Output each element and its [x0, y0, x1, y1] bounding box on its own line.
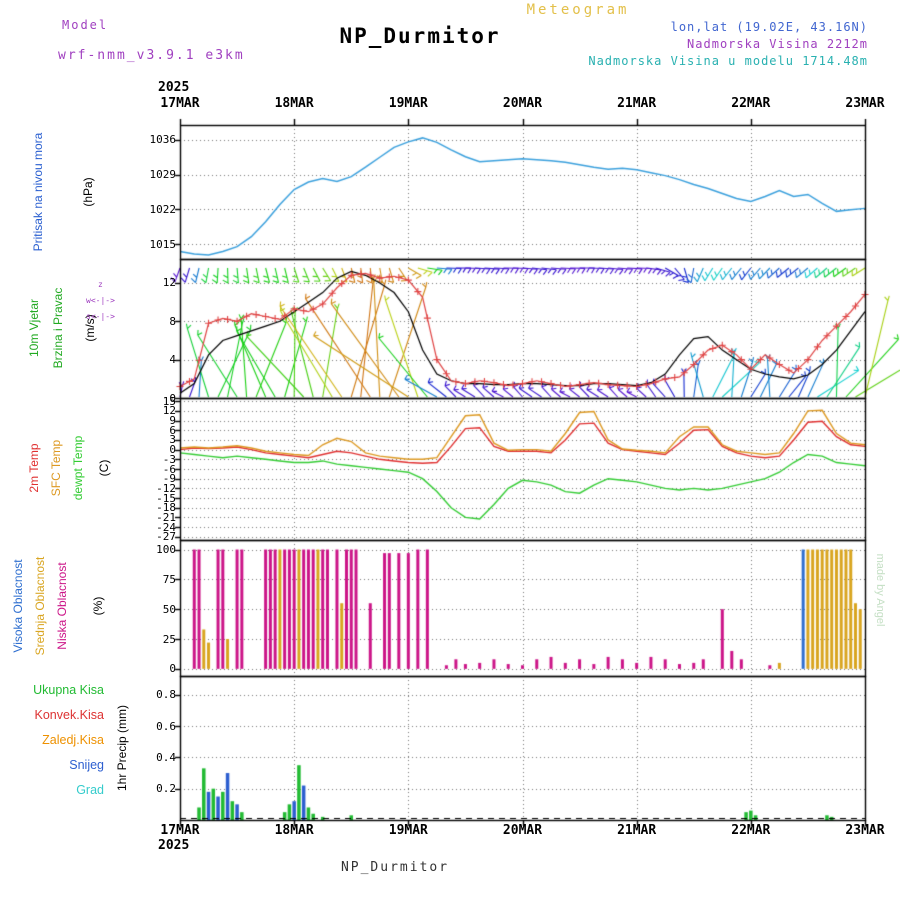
y-tick-label: 0: [169, 391, 176, 405]
y-tick-label: 0.4: [156, 750, 176, 764]
model-label: Model: [62, 18, 109, 32]
y-tick-label: 0.2: [156, 782, 176, 796]
precip-snow-label: Snijeg: [69, 758, 104, 772]
temp-2m-label: 2m Temp: [27, 443, 41, 493]
x-date-label-top: 17MAR: [160, 96, 200, 111]
y-tick-label: 0: [169, 443, 176, 457]
cloud-low-label: Niska Oblacnost: [55, 562, 69, 650]
y-tick-label: 15: [162, 394, 176, 408]
x-date-label-top: 19MAR: [388, 96, 428, 111]
y-tick-label: 0.8: [156, 688, 176, 702]
temp-unit-label: (C): [97, 459, 111, 477]
y-tick-label: 1015: [149, 237, 177, 251]
y-tick-label: 1036: [149, 133, 177, 147]
x-date-label-bottom: 19MAR: [388, 823, 428, 838]
page-title: NP_Durmitor: [339, 24, 501, 48]
cloud-high-label: Visoka Oblacnost: [11, 559, 25, 653]
y-tick-label: 75: [162, 572, 176, 586]
y-tick-label: 0.6: [156, 719, 176, 733]
x-date-label-bottom: 20MAR: [502, 823, 543, 838]
model-elevation-label: Nadmorska Visina u modelu 1714.48m: [588, 54, 868, 68]
y-tick-label: 100: [156, 543, 176, 557]
y-tick-label: -24: [156, 520, 176, 534]
y-tick-label: 12: [162, 404, 176, 418]
precip-hail-label: Grad: [76, 783, 104, 797]
wind-compass-n: z: [98, 280, 103, 289]
precip-total-label: Ukupna Kisa: [33, 683, 104, 697]
year-label-top: 2025: [158, 80, 190, 95]
x-date-label-top: 21MAR: [617, 96, 657, 111]
y-tick-label: 4: [169, 353, 176, 367]
x-date-label-bottom: 22MAR: [731, 823, 771, 838]
y-tick-label: 1029: [149, 168, 177, 182]
y-tick-label: -6: [162, 462, 176, 476]
temp-dewpt-label: dewpt Temp: [71, 435, 85, 501]
y-tick-label: 0: [169, 662, 176, 676]
y-tick-label: -15: [156, 491, 176, 505]
elevation-label: Nadmorska Visina 2212m: [687, 37, 868, 51]
precip-conv-label: Konvek.Kisa: [34, 708, 104, 722]
y-tick-label: 1022: [149, 202, 177, 216]
wind-axis-label-1: 10m Vjetar: [27, 298, 41, 358]
wind-compass-we: w<-|->: [86, 296, 115, 305]
precip-freez-label: Zaledj.Kisa: [42, 733, 104, 747]
x-date-label-bottom: 21MAR: [617, 823, 657, 838]
precip-unit-label: 1hr Precip (mm): [115, 704, 129, 792]
y-tick-label: 25: [162, 632, 176, 646]
x-date-label-bottom: 17MAR: [160, 823, 200, 838]
meteogram-label: Meteogram: [526, 2, 630, 18]
year-label-bottom: 2025: [158, 838, 190, 853]
model-name: wrf-nmm_v3.9.1 e3km: [58, 48, 245, 63]
y-tick-label: -21: [156, 510, 176, 524]
watermark: made by Angel: [874, 553, 886, 627]
x-date-label-top: 23MAR: [845, 96, 885, 111]
y-tick-label: 12: [162, 276, 176, 290]
x-date-label-top: 20MAR: [502, 96, 543, 111]
x-date-label-top: 18MAR: [274, 96, 314, 111]
y-tick-label: -18: [156, 501, 176, 515]
pressure-unit-label: (hPa): [81, 177, 95, 207]
y-tick-label: 3: [169, 433, 176, 447]
temp-sfc-label: SFC Temp: [49, 439, 63, 497]
lonlat-label: lon,lat (19.02E, 43.16N): [670, 20, 868, 34]
y-tick-label: 50: [162, 602, 176, 616]
y-tick-label: -27: [156, 530, 176, 544]
wind-axis-label-2: Brzina i Pravac: [51, 287, 65, 369]
cloud-unit-label: (%): [91, 596, 105, 616]
y-tick-label: -9: [162, 472, 176, 486]
y-tick-label: 9: [169, 414, 176, 428]
y-tick-label: 8: [169, 314, 176, 328]
wind-compass-s: s<-|->: [86, 312, 115, 321]
x-date-label-top: 22MAR: [731, 96, 771, 111]
footer-title: NP_Durmitor: [340, 860, 450, 875]
y-tick-label: 6: [169, 423, 176, 437]
x-date-label-bottom: 18MAR: [274, 823, 314, 838]
cloud-mid-label: Srednja Oblacnost: [33, 556, 47, 656]
pressure-axis-label: Pritisak na nivou mora: [31, 132, 45, 252]
y-tick-label: -12: [156, 481, 176, 495]
x-date-label-bottom: 23MAR: [845, 823, 885, 838]
y-tick-label: -3: [162, 452, 176, 466]
